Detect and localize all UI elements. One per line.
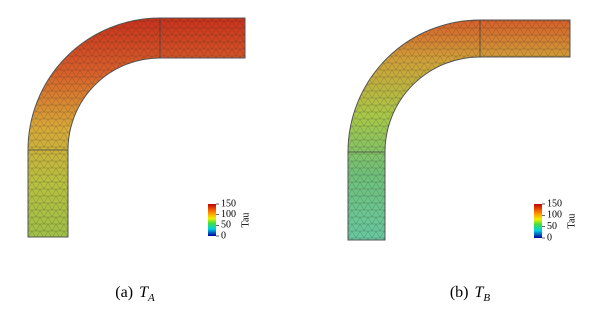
colorbar-title: Tau: [240, 213, 251, 228]
colorbar-tick-label: 50: [221, 220, 231, 231]
caption-symbol: T: [475, 284, 485, 301]
colorbar-tick-label: 150: [547, 198, 562, 209]
colorbar-tick-label: 100: [547, 210, 562, 221]
caption: (b) TB: [450, 284, 491, 304]
colorbar-tick-label: 0: [221, 230, 226, 241]
pipe-b: [347, 19, 571, 241]
caption-label: (a): [115, 284, 133, 301]
pipe-a: [27, 17, 246, 238]
caption-subscript: A: [147, 292, 155, 304]
colorbar-tick-label: 100: [221, 209, 236, 220]
colorbar-tick-label: 50: [547, 221, 557, 232]
caption-label: (b): [450, 284, 469, 301]
caption-subscript: B: [483, 292, 490, 304]
colorbar-tick-label: 0: [547, 232, 552, 243]
colorbar-title: Tau: [566, 214, 577, 229]
colorbar: [208, 204, 216, 236]
caption: (a) TA: [115, 284, 155, 304]
caption-symbol: T: [139, 284, 149, 301]
colorbar-tick-label: 150: [221, 198, 236, 209]
colorbar: [534, 204, 542, 238]
